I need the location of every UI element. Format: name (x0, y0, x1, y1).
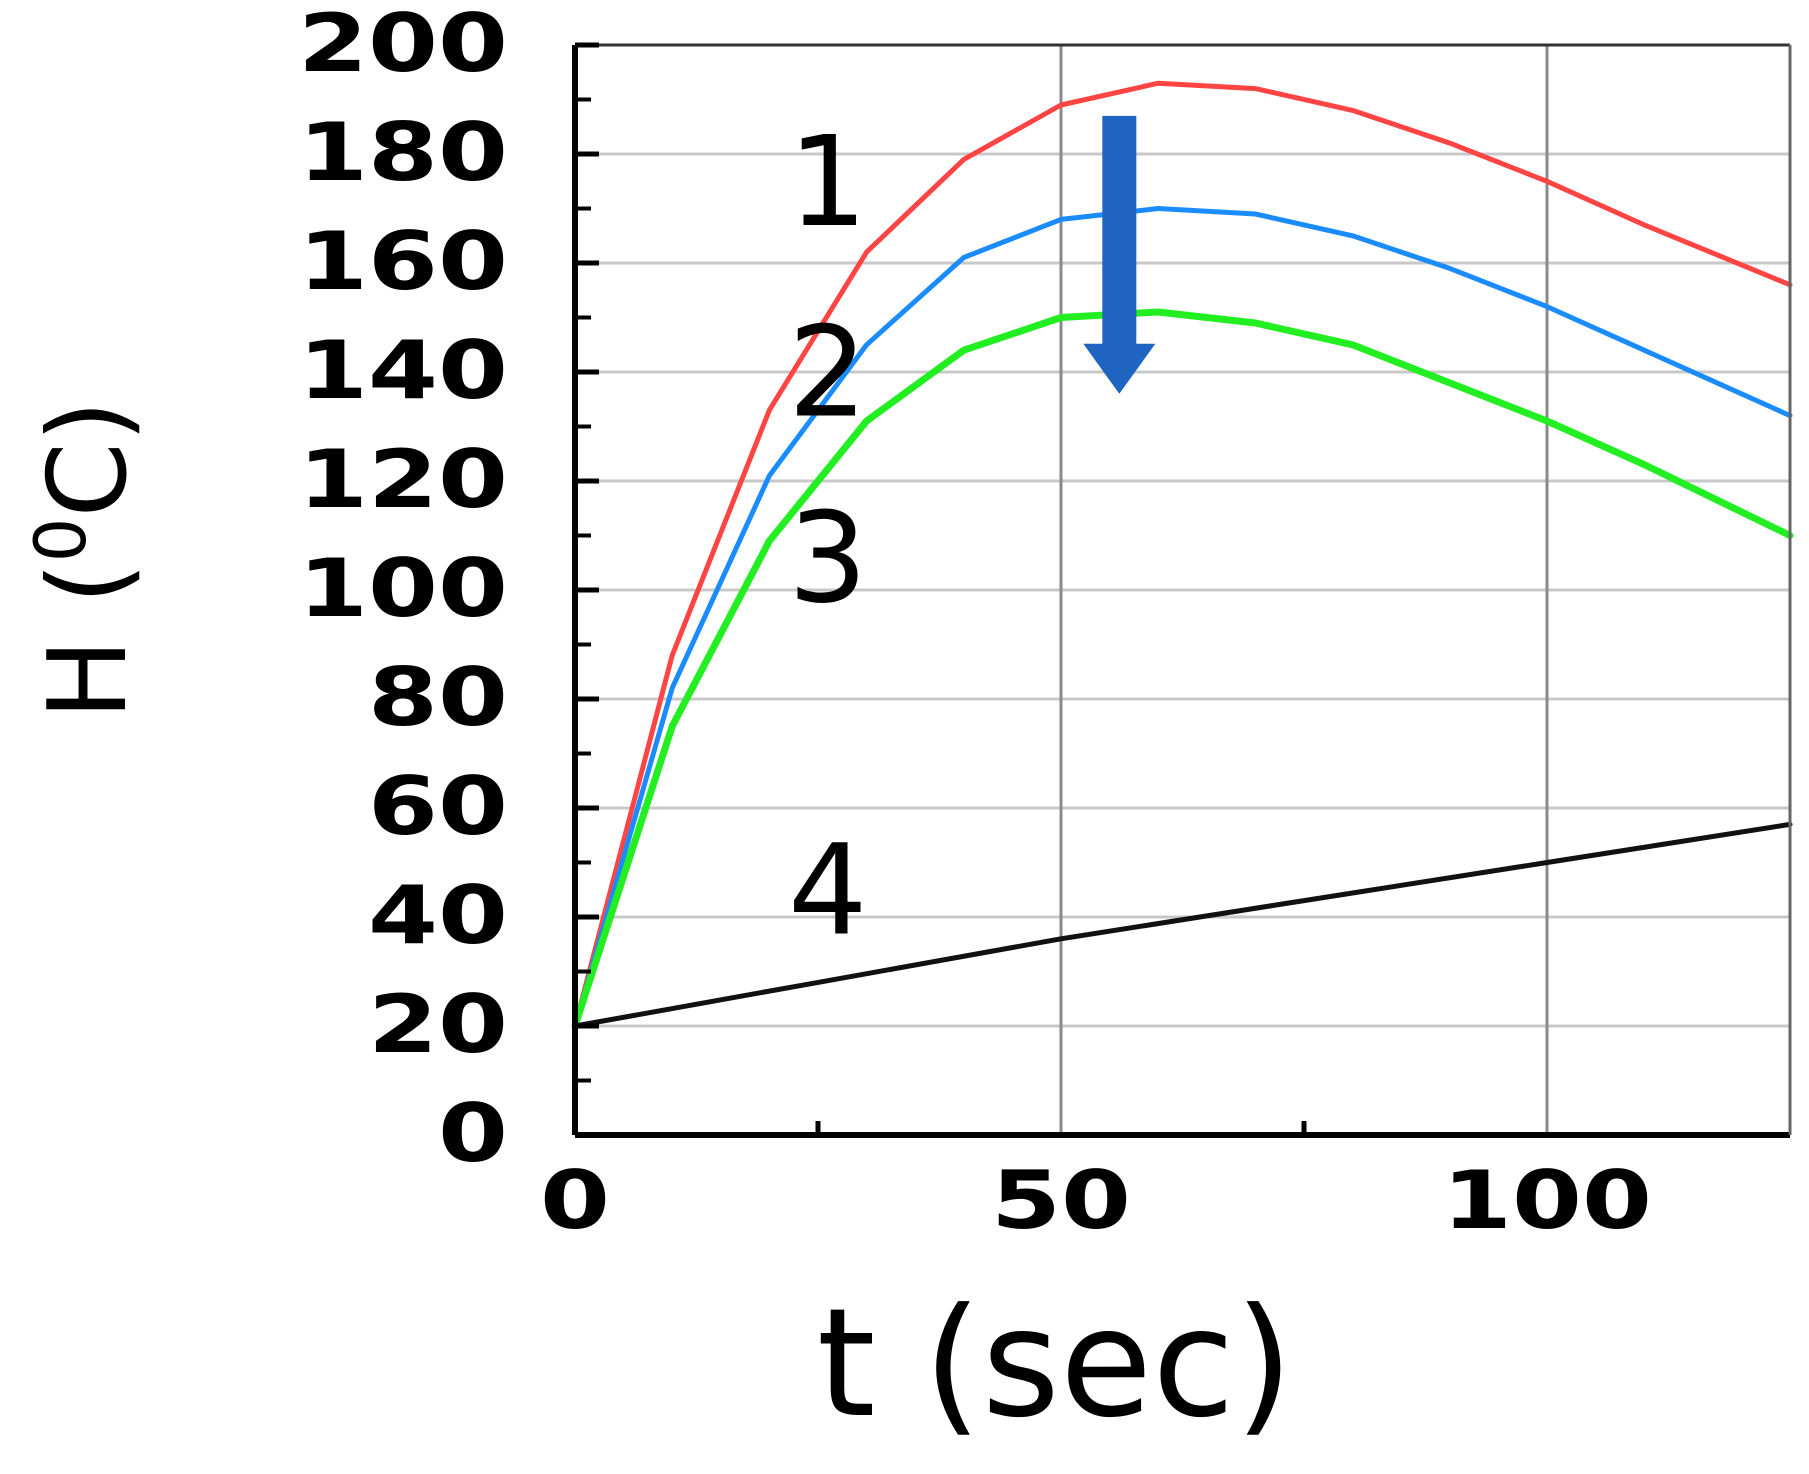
y-tick-label-160: 160 (298, 215, 508, 308)
series-line-1 (572, 80, 1793, 1029)
y-tick-label-140: 140 (298, 324, 508, 417)
series-label-4: 4 (788, 818, 868, 963)
series-label-2: 2 (788, 301, 868, 446)
y-axis-title: H (0C) (20, 400, 151, 720)
series-label-1: 1 (788, 110, 868, 255)
x-tick-label-50: 50 (991, 1154, 1131, 1247)
x-tick-label-0: 0 (540, 1154, 610, 1247)
series-line-2 (572, 206, 1793, 1029)
y-tick-label-0: 0 (438, 1087, 508, 1180)
down-arrow-icon (1083, 115, 1156, 394)
series-group (571, 80, 1794, 1030)
series-line-3 (571, 308, 1794, 1030)
y-axis-title-end: C) (26, 400, 151, 518)
x-tick-label-100: 100 (1442, 1154, 1652, 1247)
arrow-annotation (1083, 115, 1156, 394)
tick-labels: 0 20 40 60 80 100 120 140 160 180 200 0 50 100 (298, 0, 1652, 1247)
y-axis-title-superscript: 0 (20, 518, 102, 563)
x-axis-title: t (sec) (817, 1277, 1293, 1451)
y-axis-title-main: H ( (26, 562, 151, 720)
y-tick-label-80: 80 (368, 651, 508, 744)
series-labels: 1 2 3 4 (788, 110, 868, 964)
y-tick-label-200: 200 (298, 0, 508, 90)
series-label-3: 3 (788, 486, 868, 631)
series-line-4 (572, 821, 1793, 1029)
axes (572, 42, 1792, 1138)
y-tick-label-40: 40 (368, 869, 508, 962)
y-tick-label-180: 180 (298, 106, 508, 199)
y-tick-label-100: 100 (298, 542, 508, 635)
y-tick-label-60: 60 (368, 760, 508, 853)
y-tick-label-20: 20 (368, 978, 508, 1071)
y-tick-label-120: 120 (298, 433, 508, 526)
